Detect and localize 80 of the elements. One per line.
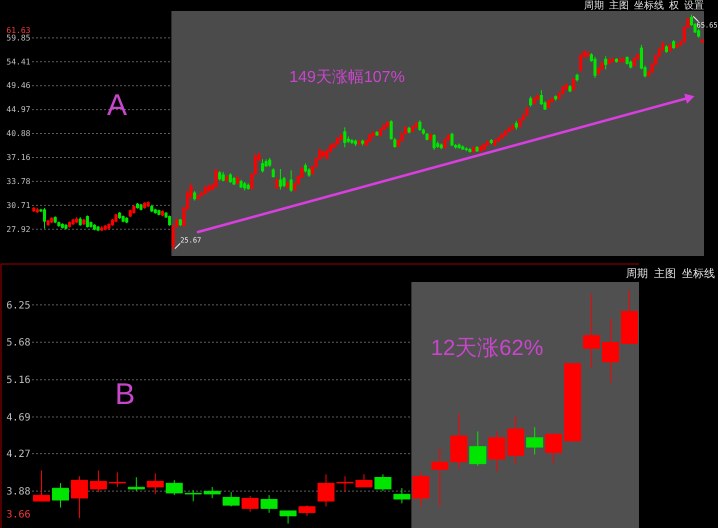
candlestick (70, 476, 88, 519)
candlestick (193, 190, 196, 202)
y-tick-label: 44.97 (6, 105, 31, 114)
y-tick-label: 40.88 (6, 129, 31, 138)
y-tick-label: 5.16 (6, 375, 30, 386)
candlestick (355, 474, 372, 488)
y-tick-label: 30.71 (6, 200, 31, 210)
candlestick (545, 434, 562, 464)
candlestick (526, 426, 544, 456)
candlestick (146, 472, 164, 495)
candlestick (298, 504, 316, 517)
candlestick (518, 117, 522, 128)
candlestick (222, 492, 240, 507)
candlestick (260, 494, 278, 514)
candlestick (450, 132, 454, 146)
candlestick (304, 162, 307, 174)
candlestick (632, 56, 636, 68)
y-tick-label: 6.25 (6, 300, 30, 312)
annotation: 权 (668, 0, 679, 12)
y-tick-label: 4.27 (6, 449, 30, 460)
candlestick (280, 510, 297, 524)
candlestick (128, 476, 145, 492)
annotation: 坐标线 (634, 0, 664, 12)
annotation: 主图 (609, 0, 629, 12)
y-tick-label: 59.85 (6, 33, 31, 42)
candlestick (261, 158, 264, 174)
candlestick (42, 207, 46, 230)
text: 坐标线 (682, 267, 715, 280)
y-tick-label: 61.63 (6, 26, 31, 35)
annotation: 12天涨62% (430, 335, 544, 360)
candlestick (272, 168, 275, 178)
candlestick (290, 170, 293, 192)
candlestick (526, 106, 529, 117)
annotation: 149天涨幅107% (289, 68, 405, 86)
y-tick-label: 5.68 (6, 338, 30, 349)
candlestick (52, 482, 69, 508)
candlestick (432, 134, 436, 150)
candlestick (540, 90, 543, 106)
candlestick (86, 214, 89, 228)
candlestick (374, 474, 392, 492)
candlestick (336, 476, 354, 493)
candlestick (108, 472, 126, 488)
candlestick (278, 168, 282, 190)
y-tick-label: 27.92 (6, 224, 31, 234)
annotation: 周期 (584, 0, 604, 12)
candlestick (132, 204, 136, 214)
y-tick-label: 54.41 (6, 57, 31, 66)
candlestick (343, 126, 346, 148)
candlestick (602, 318, 620, 384)
candlestick (318, 474, 335, 507)
candlestick (228, 172, 232, 184)
candlestick (90, 470, 107, 493)
candlestick (579, 53, 582, 73)
candlestick (593, 56, 597, 79)
candlestick (393, 488, 410, 504)
y-tick-label: 33.78 (6, 176, 31, 186)
y-tick-label: 37.16 (6, 152, 31, 162)
candlestick (583, 293, 600, 368)
candlestick (222, 171, 225, 182)
y-tick-label: 4.69 (6, 412, 30, 424)
text: 主图 (654, 267, 676, 280)
annotation: 设置 (684, 0, 704, 12)
annotation: B (114, 378, 136, 411)
candlestick (218, 170, 222, 182)
y-tick-label: 3.88 (6, 486, 30, 498)
candlestick (572, 78, 576, 92)
annotation: 周期 (626, 268, 648, 280)
y-tick-label: 3.66 (6, 509, 30, 520)
candlestick (604, 56, 608, 70)
candlestick (168, 214, 172, 226)
candlestick (32, 470, 50, 502)
candlestick (418, 120, 422, 132)
candlestick (214, 168, 218, 189)
candlestick (275, 177, 278, 190)
candlestick (469, 430, 486, 466)
candlestick (242, 496, 259, 512)
y-tick-label: 49.46 (6, 81, 31, 90)
candlestick (529, 96, 532, 108)
candlestick (412, 470, 430, 507)
annotation: A (106, 89, 128, 122)
